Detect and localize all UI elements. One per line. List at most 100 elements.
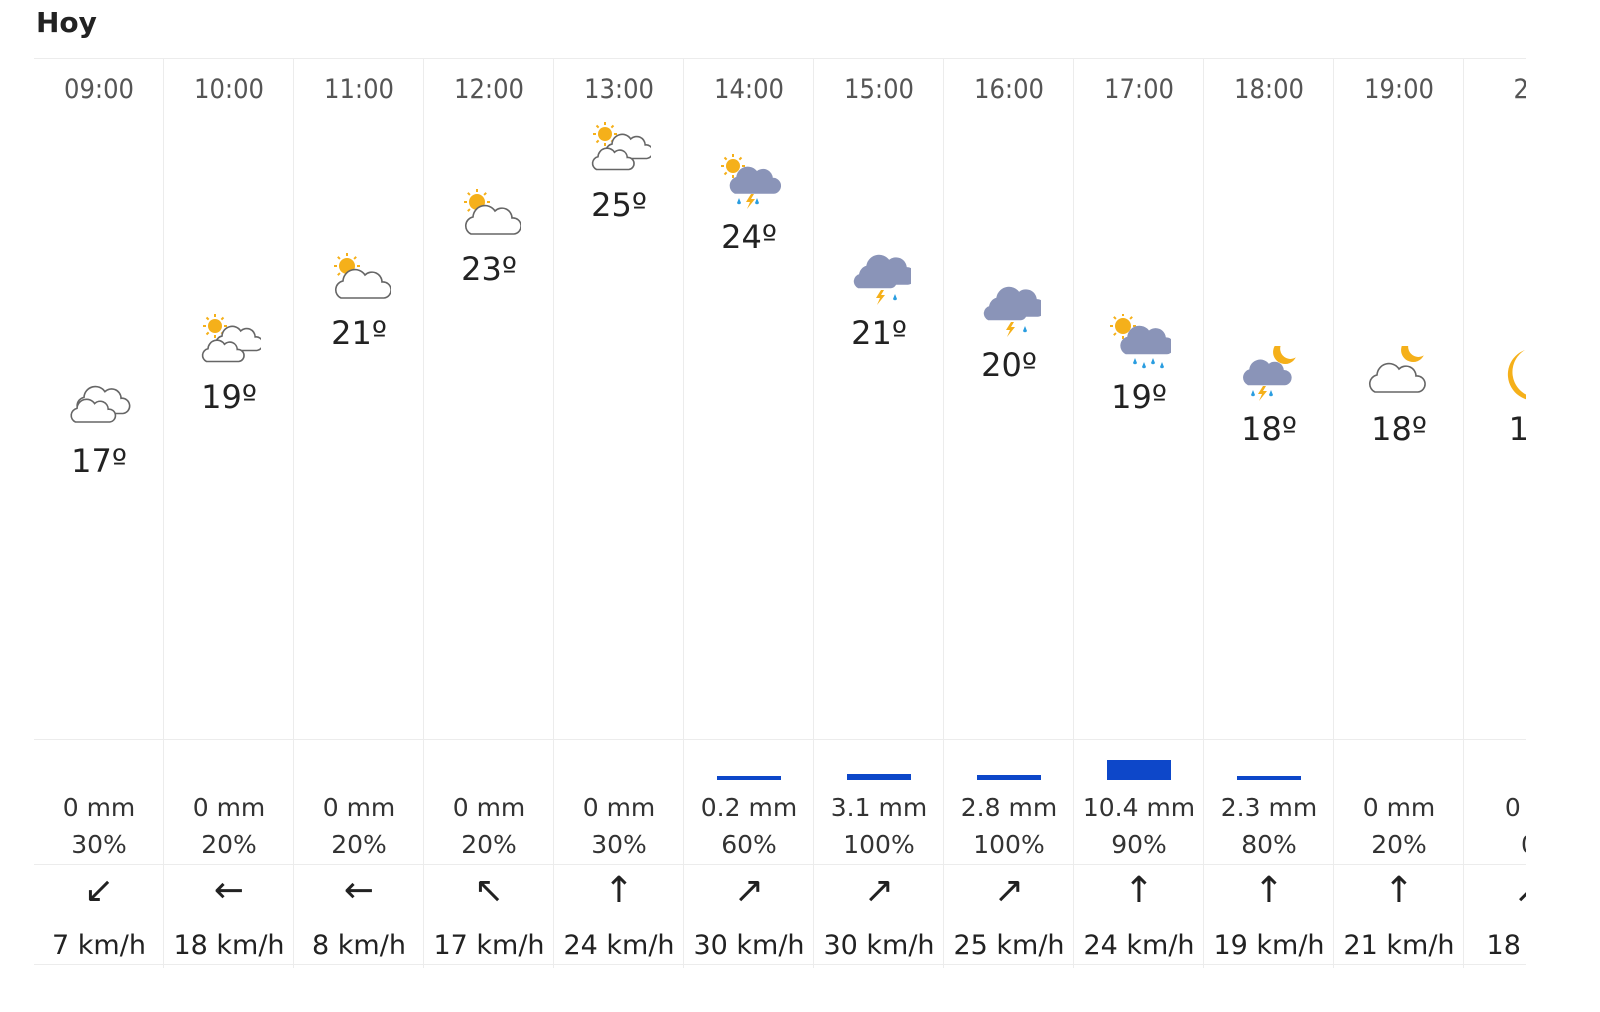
hour-time: 13:00 — [584, 74, 654, 105]
cloudy-icon — [67, 378, 131, 434]
hour-column[interactable]: 17:00 19º 10.4 mm 90% ↑ 24 km/h — [1074, 58, 1204, 968]
hour-time: 19:00 — [1364, 74, 1434, 105]
precipitation-amount: 2.3 mm — [1220, 793, 1318, 822]
precipitation-probability: 30% — [591, 830, 647, 859]
hour-temperature: 24º — [721, 218, 777, 256]
wind-speed: 18 km — [1486, 930, 1526, 961]
precipitation-amount: 0 mm — [452, 793, 526, 822]
hour-column[interactable]: 11:00 21º 0 mm 20% ← 8 km/h — [294, 58, 424, 968]
wind-speed: 24 km/h — [1083, 930, 1195, 961]
hour-temperature: 18 — [1508, 410, 1526, 448]
hour-time: 11:00 — [324, 74, 394, 105]
storm-icon — [847, 250, 916, 306]
hour-temperature: 25º — [591, 186, 647, 224]
precipitation-amount: 0 mm — [1362, 793, 1436, 822]
storm-icon — [977, 282, 1046, 338]
hour-column[interactable]: 15:00 21º 3.1 mm 100% ↗ 30 km/h — [814, 58, 944, 968]
precipitation-probability: 20% — [201, 830, 257, 859]
precipitation-amount: 0 mm — [192, 793, 266, 822]
wind-speed: 7 km/h — [52, 930, 146, 961]
sun-cloud-icon — [327, 250, 392, 306]
hour-time: 20 — [1464, 74, 1526, 105]
precipitation-amount: 2.8 mm — [960, 793, 1058, 822]
sun-cloud-icon — [457, 186, 522, 242]
wind-direction-icon: ↑ — [1253, 870, 1285, 911]
precipitation-probability: 80% — [1241, 830, 1297, 859]
wind-speed: 25 km/h — [953, 930, 1065, 961]
precipitation-bar — [1237, 775, 1301, 780]
precipitation-probability: 20% — [1371, 830, 1427, 859]
hour-temperature: 20º — [981, 346, 1037, 384]
partly-cloudy-icon — [197, 314, 264, 370]
hour-time: 17:00 — [1104, 74, 1174, 105]
divider — [34, 864, 1526, 865]
hour-time: 15:00 — [844, 74, 914, 105]
divider — [34, 58, 1526, 59]
hour-column[interactable]: 10:00 19º 0 mm 20% ← 18 km/h — [164, 58, 294, 968]
divider — [34, 964, 1526, 965]
precipitation-amount: 3.1 mm — [830, 793, 928, 822]
divider — [34, 739, 1526, 740]
hour-column[interactable]: 20 18 0 m 0 ↗ 18 km — [1464, 58, 1526, 968]
sun-rain-icon — [1107, 313, 1175, 370]
wind-direction-icon: ↙ — [83, 870, 115, 911]
moon-icon — [1497, 346, 1526, 402]
wind-speed: 18 km/h — [173, 930, 285, 961]
hour-temperature: 18º — [1371, 410, 1427, 448]
sun-storm-icon — [717, 154, 782, 210]
hour-temperature: 17º — [71, 442, 127, 480]
precipitation-bar — [1107, 760, 1171, 780]
wind-speed: 8 km/h — [312, 930, 406, 961]
hour-time: 12:00 — [454, 74, 524, 105]
hour-temperature: 19º — [1111, 378, 1167, 416]
wind-speed: 24 km/h — [563, 930, 675, 961]
precipitation-probability: 20% — [331, 830, 387, 859]
precipitation-probability: 60% — [721, 830, 777, 859]
moon-storm-icon — [1237, 340, 1301, 402]
hour-time: 10:00 — [194, 74, 264, 105]
hour-temperature: 21º — [331, 314, 387, 352]
wind-direction-icon: ↗ — [733, 870, 765, 911]
hourly-forecast-strip[interactable]: 09:00 17º 0 mm 30% ↙ 7 km/h 10:00 19º 0 … — [34, 58, 1526, 968]
wind-direction-icon: ↗ — [993, 870, 1025, 911]
hour-column[interactable]: 09:00 17º 0 mm 30% ↙ 7 km/h — [34, 58, 164, 968]
precipitation-probability: 0 — [1464, 830, 1526, 859]
wind-direction-icon: ← — [343, 870, 375, 911]
partly-cloudy-icon — [587, 122, 654, 178]
precipitation-amount: 10.4 mm — [1082, 793, 1196, 822]
hour-time: 09:00 — [64, 74, 134, 105]
hour-temperature: 18º — [1241, 410, 1297, 448]
precipitation-amount: 0 mm — [62, 793, 136, 822]
hour-column[interactable]: 12:00 23º 0 mm 20% ↖ 17 km/h — [424, 58, 554, 968]
wind-direction-icon: ↗ — [1464, 870, 1526, 911]
moon-cloud-icon — [1367, 338, 1431, 402]
wind-speed: 30 km/h — [823, 930, 935, 961]
precipitation-probability: 30% — [71, 830, 127, 859]
hour-time: 14:00 — [714, 74, 784, 105]
hour-column[interactable]: 16:00 20º 2.8 mm 100% ↗ 25 km/h — [944, 58, 1074, 968]
hour-column[interactable]: 18:00 18º 2.3 mm 80% ↑ 19 km/h — [1204, 58, 1334, 968]
hour-time: 18:00 — [1234, 74, 1304, 105]
precipitation-amount: 0 mm — [322, 793, 396, 822]
wind-speed: 30 km/h — [693, 930, 805, 961]
wind-speed: 19 km/h — [1213, 930, 1325, 961]
precipitation-amount: 0.2 mm — [700, 793, 798, 822]
wind-direction-icon: ↑ — [1383, 870, 1415, 911]
hour-column[interactable]: 14:00 24º 0.2 mm 60% ↗ 30 km/h — [684, 58, 814, 968]
hour-column[interactable]: 13:00 25º 0 mm 30% ↑ 24 km/h — [554, 58, 684, 968]
wind-direction-icon: ↑ — [1123, 870, 1155, 911]
wind-direction-icon: ↗ — [863, 870, 895, 911]
hour-temperature: 23º — [461, 250, 517, 288]
page-title: Hoy — [36, 6, 97, 39]
precipitation-bar — [717, 776, 781, 780]
wind-direction-icon: ← — [213, 870, 245, 911]
hour-temperature: 19º — [201, 378, 257, 416]
hour-time: 16:00 — [974, 74, 1044, 105]
precipitation-bar — [847, 774, 911, 780]
precipitation-bar — [977, 774, 1041, 780]
precipitation-probability: 100% — [843, 830, 915, 859]
hour-column[interactable]: 19:00 18º 0 mm 20% ↑ 21 km/h — [1334, 58, 1464, 968]
wind-speed: 17 km/h — [433, 930, 545, 961]
precipitation-probability: 20% — [461, 830, 517, 859]
wind-speed: 21 km/h — [1343, 930, 1455, 961]
